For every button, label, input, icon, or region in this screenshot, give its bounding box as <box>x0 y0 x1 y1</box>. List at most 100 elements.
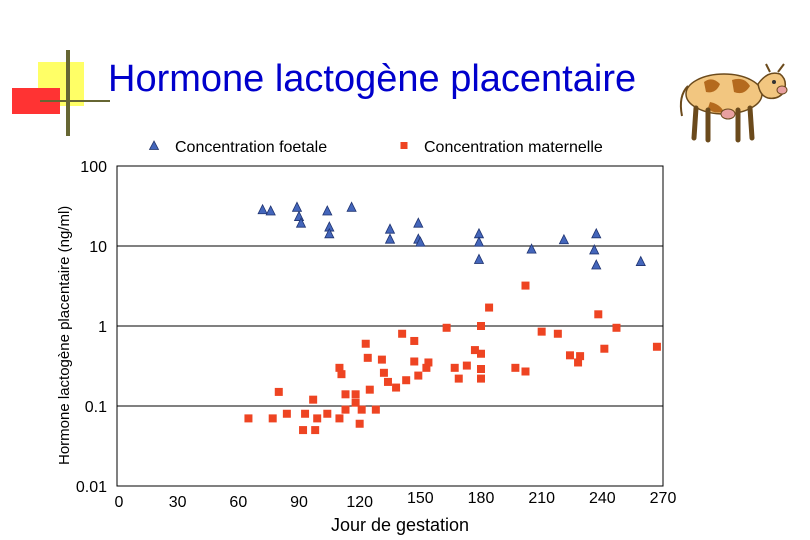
data-point-maternal <box>379 368 388 377</box>
data-point-maternal <box>341 390 350 399</box>
data-point-maternal <box>511 363 520 372</box>
data-point-maternal <box>521 367 530 376</box>
x-axis-label: Jour de gestation <box>331 515 469 535</box>
data-point-maternal <box>365 385 374 394</box>
data-point-foetal <box>291 201 303 212</box>
data-point-maternal <box>594 310 603 319</box>
data-point-maternal <box>337 370 346 379</box>
y-tick-label: 1 <box>98 319 107 336</box>
data-point-maternal <box>299 426 308 435</box>
data-point-maternal <box>652 342 661 351</box>
data-point-maternal <box>313 414 322 423</box>
data-point-maternal <box>470 346 479 355</box>
data-point-maternal <box>537 327 546 336</box>
data-point-foetal <box>346 201 357 212</box>
data-point-foetal <box>589 244 600 255</box>
data-point-maternal <box>576 352 585 361</box>
data-point-foetal <box>257 203 268 215</box>
data-point-maternal <box>335 414 344 423</box>
data-point-foetal <box>473 253 485 264</box>
data-point-maternal <box>450 363 459 372</box>
data-point-maternal <box>311 426 320 435</box>
data-point-maternal <box>477 322 485 330</box>
x-tick-label: 0 <box>115 494 124 511</box>
data-point-maternal <box>301 409 310 418</box>
data-point-foetal <box>591 259 602 270</box>
legend-label-foetal: Concentration foetale <box>175 139 327 156</box>
data-point-foetal <box>591 227 602 239</box>
decorative-horizontal-line <box>40 100 110 102</box>
data-point-maternal <box>402 376 411 385</box>
data-point-maternal <box>335 363 344 372</box>
y-tick-label: 100 <box>80 159 107 176</box>
data-point-maternal <box>357 405 366 414</box>
data-point-maternal <box>351 398 360 407</box>
data-point-foetal <box>558 233 570 245</box>
cow-icon <box>679 63 788 143</box>
data-point-foetal <box>293 210 305 221</box>
data-point-maternal <box>410 357 419 366</box>
data-point-maternal <box>574 358 583 367</box>
data-point-maternal <box>355 419 364 428</box>
data-point-maternal <box>341 405 350 414</box>
y-tick-label: 0.1 <box>85 399 107 416</box>
data-point-maternal <box>521 281 530 290</box>
data-point-maternal <box>371 405 380 414</box>
data-point-foetal <box>415 236 426 247</box>
data-point-maternal <box>410 336 419 345</box>
x-tick-label: 60 <box>229 494 247 511</box>
data-point-foetal <box>413 217 424 228</box>
data-point-maternal <box>477 374 485 383</box>
data-point-foetal <box>322 205 333 216</box>
data-point-maternal <box>462 361 471 370</box>
data-point-maternal <box>454 374 463 383</box>
data-point-maternal <box>351 390 360 399</box>
data-point-maternal <box>309 395 318 404</box>
data-point-maternal <box>392 383 401 392</box>
data-point-maternal <box>477 349 485 358</box>
y-tick-label: 0.01 <box>76 479 107 496</box>
data-point-maternal <box>274 387 283 396</box>
data-point-maternal <box>363 353 372 362</box>
data-point-maternal <box>383 377 392 386</box>
legend-marker-maternal <box>400 142 408 149</box>
data-point-foetal <box>384 233 396 244</box>
slide-title: Hormone lactogène placentaire <box>108 58 637 100</box>
data-point-maternal <box>282 409 291 418</box>
data-point-maternal <box>477 365 485 374</box>
data-point-maternal <box>377 355 386 364</box>
data-point-foetal <box>324 227 335 239</box>
x-tick-label: 120 <box>346 494 373 511</box>
data-point-foetal <box>265 205 276 216</box>
legend-label-maternal: Concentration maternelle <box>424 139 603 156</box>
data-point-maternal <box>612 323 621 332</box>
x-tick-label: 30 <box>169 494 187 511</box>
x-tick-label: 270 <box>650 490 677 507</box>
data-point-maternal <box>600 344 609 353</box>
data-point-maternal <box>268 414 277 423</box>
y-axis-label: Hormone lactogène placentaire (ng/ml) <box>56 205 73 465</box>
x-tick-label: 150 <box>407 490 434 507</box>
data-point-maternal <box>424 358 433 367</box>
data-point-maternal <box>414 371 423 380</box>
data-point-maternal <box>485 303 494 312</box>
data-point-maternal <box>244 414 253 423</box>
data-point-maternal <box>565 351 574 360</box>
data-point-maternal <box>398 329 407 338</box>
x-tick-label: 210 <box>528 490 555 507</box>
x-tick-label: 90 <box>290 494 308 511</box>
x-tick-label: 180 <box>468 490 495 507</box>
data-point-foetal <box>473 236 485 247</box>
legend-marker-foetal <box>148 140 160 150</box>
x-tick-label: 240 <box>589 490 616 507</box>
data-point-foetal <box>635 255 646 266</box>
y-tick-label: 10 <box>89 239 107 256</box>
data-point-foetal <box>295 217 307 228</box>
data-point-maternal <box>361 339 370 348</box>
data-point-maternal <box>323 409 332 418</box>
data-point-foetal <box>526 243 537 254</box>
data-point-foetal <box>384 223 396 234</box>
data-point-maternal <box>442 323 451 332</box>
decorative-vertical-line <box>66 50 70 136</box>
